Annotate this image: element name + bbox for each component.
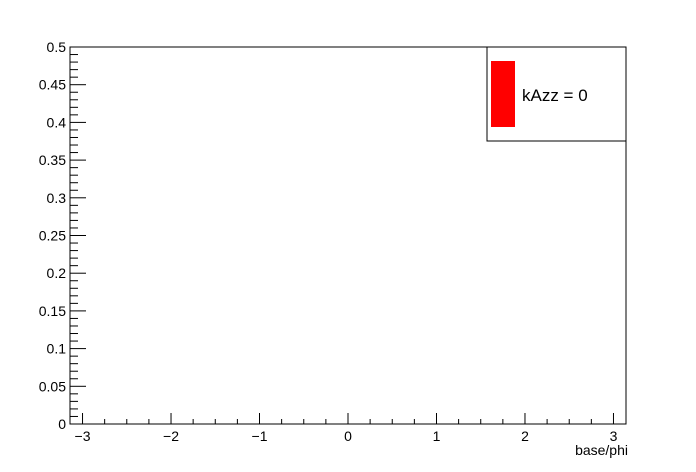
y-tick-label: 0.45 (39, 77, 66, 93)
x-tick-label: 0 (344, 428, 352, 444)
y-tick-label: 0.4 (47, 114, 67, 130)
y-tick-label: 0.05 (39, 378, 66, 394)
y-axis: 0 0.05 0.1 0.15 0.2 0.25 0.3 0.35 0.4 0.45 0.5 (39, 39, 86, 432)
y-tick-label: 0.2 (47, 265, 67, 281)
x-tick-label: −1 (252, 428, 268, 444)
y-minor-ticks (70, 54, 78, 417)
y-tick-label: 0.35 (39, 152, 66, 168)
y-tick-label: 0.5 (47, 39, 67, 55)
legend: kAzz = 0 (486, 46, 627, 142)
y-tick-label: 0 (58, 416, 66, 432)
y-tick-label: 0.25 (39, 228, 66, 244)
x-axis: −3 −2 −1 0 1 2 3 (75, 413, 618, 444)
x-tick-label: −2 (163, 428, 179, 444)
x-axis-title: base/phi (575, 442, 628, 458)
y-tick-label: 0.15 (39, 303, 66, 319)
x-tick-label: −3 (75, 428, 91, 444)
x-tick-label: 1 (433, 428, 441, 444)
x-tick-label: 2 (521, 428, 529, 444)
legend-label: kAzz = 0 (522, 86, 588, 105)
x-tick-label: 3 (610, 428, 618, 444)
y-tick-label: 0.3 (47, 190, 67, 206)
y-tick-label: 0.1 (47, 341, 67, 357)
x-minor-ticks (104, 419, 592, 424)
legend-swatch (491, 61, 515, 127)
